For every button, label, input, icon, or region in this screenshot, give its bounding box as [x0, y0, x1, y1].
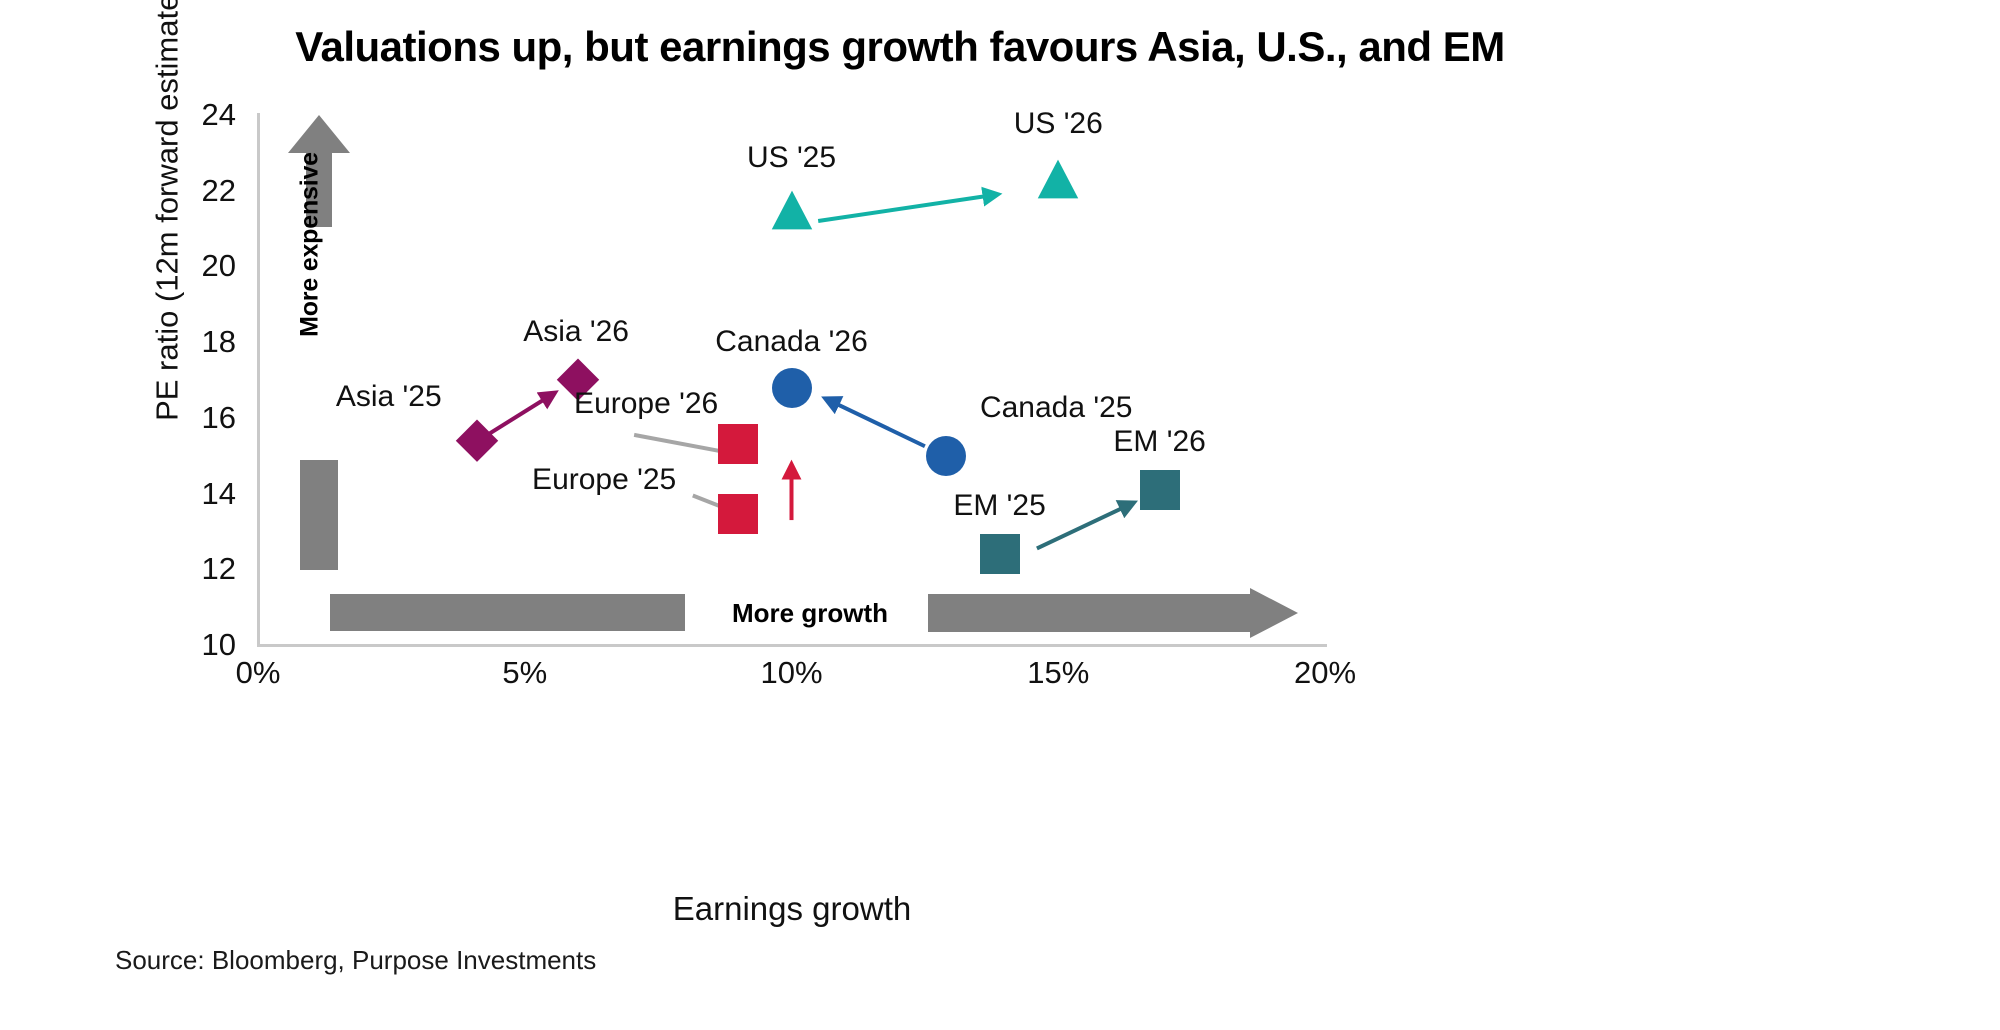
x-tick-label: 20% — [1293, 655, 1357, 690]
data-point-label: Canada '25 — [979, 390, 1133, 424]
more-growth-label: More growth — [732, 598, 888, 628]
page-title: Valuations up, but earnings growth favou… — [295, 23, 1505, 70]
x-tick-label: 15% — [1027, 655, 1090, 690]
data-point-label: EM '26 — [1113, 424, 1206, 458]
data-point-label: US '26 — [1013, 107, 1103, 141]
data-point-marker-triangle[interactable] — [1036, 157, 1080, 201]
x-tick-label: 0% — [235, 655, 281, 690]
source-note: Source: Bloomberg, Purpose Investments — [115, 945, 597, 975]
data-point-label: US '25 — [746, 140, 837, 174]
y-axis-ticks: 10 12 14 16 18 20 22 24 — [160, 0, 236, 1030]
data-point-label: Asia '26 — [523, 315, 629, 348]
y-tick-label: 24 — [201, 97, 236, 132]
canada-transition-arrow-icon — [821, 396, 926, 449]
data-point-marker-triangle[interactable] — [770, 188, 814, 232]
data-point-marker-square[interactable] — [718, 424, 759, 465]
data-point-marker-square[interactable] — [979, 534, 1020, 575]
y-tick-label: 20 — [201, 248, 236, 284]
y-tick-label: 10 — [201, 627, 236, 662]
y-axis-line — [257, 113, 260, 647]
x-axis-ticks: 0% 5% 10% 15% 20% — [0, 655, 2000, 705]
more-expensive-bar — [300, 460, 338, 570]
data-point-marker-square[interactable] — [1139, 469, 1180, 510]
data-point-label: Canada '26 — [715, 324, 868, 358]
x-axis-line — [257, 644, 1327, 647]
y-tick-label: 14 — [201, 475, 236, 511]
data-point-label: Asia '25 — [335, 379, 442, 413]
x-tick-label: 5% — [502, 655, 548, 690]
em-transition-arrow-icon — [1036, 500, 1139, 551]
data-point-marker-circle[interactable] — [926, 435, 967, 476]
x-axis-label: Earnings growth — [672, 890, 912, 927]
more-expensive-arrow-icon — [288, 115, 350, 227]
y-tick-label: 22 — [201, 172, 236, 208]
data-point-marker-square[interactable] — [718, 494, 759, 535]
europe26-leader — [633, 432, 726, 454]
more-growth-arrow-icon — [928, 588, 1298, 638]
us-transition-arrow-icon — [817, 186, 1003, 223]
y-tick-label: 18 — [201, 324, 236, 360]
data-point-label: Europe '26 — [574, 387, 719, 421]
data-point-label: Europe '25 — [532, 463, 677, 497]
y-tick-label: 12 — [201, 551, 236, 587]
y-tick-label: 16 — [201, 399, 236, 435]
data-point-marker-circle[interactable] — [771, 367, 812, 408]
more-growth-bar — [330, 594, 685, 631]
data-point-label: EM '25 — [953, 489, 1046, 523]
x-tick-label: 10% — [760, 655, 823, 690]
